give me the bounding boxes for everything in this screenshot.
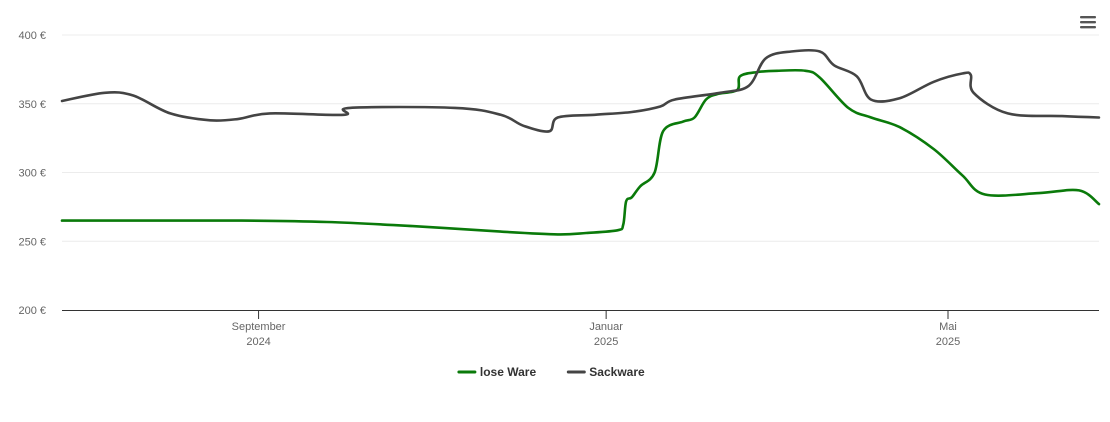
- data-point: [895, 93, 905, 103]
- y-tick-label: 300 €: [18, 168, 46, 180]
- y-tick-label: 200 €: [18, 305, 46, 317]
- data-point: [205, 115, 215, 125]
- y-tick-label: 350 €: [18, 99, 46, 111]
- series-0: [57, 66, 1104, 239]
- data-point: [929, 77, 939, 87]
- data-point: [165, 108, 175, 118]
- data-point: [553, 113, 563, 123]
- data-point: [866, 113, 876, 123]
- data-point: [450, 103, 460, 113]
- data-point: [581, 228, 591, 238]
- data-point: [852, 71, 862, 81]
- data-point: [678, 117, 688, 127]
- data-point: [1003, 108, 1013, 118]
- legend-item[interactable]: lose Ware: [457, 365, 537, 379]
- data-point: [895, 122, 905, 132]
- data-point: [496, 227, 506, 237]
- x-tick-label-year: 2025: [594, 336, 618, 348]
- legend-label: Sackware: [589, 365, 645, 379]
- x-tick-label-month: September: [232, 321, 286, 333]
- data-point: [345, 103, 355, 113]
- data-point: [234, 114, 244, 124]
- data-point: [128, 91, 138, 101]
- data-point: [969, 88, 979, 98]
- legend-label: lose Ware: [480, 365, 537, 379]
- data-point: [866, 95, 876, 105]
- data-point: [1074, 185, 1084, 195]
- x-tick-label-year: 2025: [936, 336, 960, 348]
- x-tick-label-month: Januar: [589, 321, 623, 333]
- data-point: [265, 108, 275, 118]
- y-tick-label: 250 €: [18, 236, 46, 248]
- data-point: [618, 220, 628, 230]
- y-tick-label: 400 €: [18, 30, 46, 42]
- data-point: [627, 107, 637, 117]
- data-point: [670, 95, 680, 105]
- series-lines: [57, 47, 1104, 239]
- data-point: [236, 216, 246, 226]
- context-menu-button[interactable]: [1078, 14, 1098, 30]
- data-point: [772, 66, 782, 76]
- x-axis: September 2024 Januar 2025 Mai 2025: [62, 310, 1099, 348]
- data-point: [658, 126, 668, 136]
- data-point: [801, 66, 811, 76]
- data-point: [786, 47, 796, 57]
- data-point: [519, 121, 529, 131]
- data-point: [735, 71, 745, 81]
- data-point: [1057, 111, 1067, 121]
- data-point: [761, 53, 771, 63]
- data-point: [650, 168, 660, 178]
- data-point: [715, 88, 725, 98]
- y-axis-labels: 200 € 250 € 300 € 350 € 400 €: [18, 30, 46, 317]
- series-line: [60, 48, 1101, 133]
- data-point: [1094, 199, 1104, 209]
- series-1: [57, 47, 1104, 136]
- data-point: [957, 170, 967, 180]
- data-point: [929, 144, 939, 154]
- data-point: [627, 192, 637, 202]
- grid-lines: [62, 34, 1099, 242]
- data-point: [590, 110, 600, 120]
- data-point: [966, 70, 976, 80]
- data-point: [57, 96, 67, 106]
- data-point: [322, 217, 332, 227]
- data-point: [815, 47, 825, 57]
- data-point: [100, 88, 110, 98]
- hamburger-menu-icon: [1080, 16, 1096, 29]
- series-line: [60, 68, 1101, 236]
- data-point: [544, 126, 554, 136]
- legend-item[interactable]: Sackware: [566, 365, 645, 379]
- data-point: [553, 229, 563, 239]
- data-point: [689, 113, 699, 123]
- data-point: [829, 60, 839, 70]
- data-point: [957, 69, 967, 79]
- data-point: [407, 221, 417, 231]
- data-point: [1034, 188, 1044, 198]
- data-point: [496, 110, 506, 120]
- data-point: [815, 73, 825, 83]
- data-point: [57, 216, 67, 226]
- x-tick-label-month: Mai: [939, 321, 957, 333]
- data-point: [843, 103, 853, 113]
- data-point: [635, 181, 645, 191]
- x-tick-label-year: 2024: [246, 336, 270, 348]
- data-point: [744, 81, 754, 91]
- data-point: [655, 102, 665, 112]
- data-point: [980, 190, 990, 200]
- legend: lose Ware Sackware: [457, 365, 645, 379]
- data-point: [1094, 113, 1104, 123]
